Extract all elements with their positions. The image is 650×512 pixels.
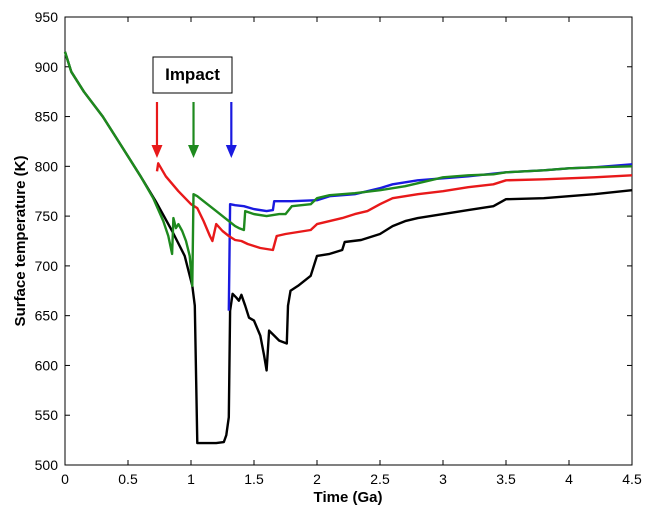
x-tick-label: 4.5 (622, 471, 642, 487)
y-axis-label: Surface temperature (K) (12, 156, 29, 327)
y-tick-label: 600 (35, 357, 59, 373)
y-tick-label: 900 (35, 59, 59, 75)
x-tick-label: 3 (439, 471, 447, 487)
impact-label: Impact (165, 65, 220, 84)
y-tick-label: 750 (35, 208, 59, 224)
impact-arrow-red-head (151, 145, 163, 158)
x-tick-label: 0 (61, 471, 69, 487)
y-tick-label: 800 (35, 158, 59, 174)
x-tick-labels: 0 0.5 1 1.5 2 2.5 3 3.5 4 4.5 (61, 471, 642, 487)
series-green-line (63, 51, 633, 287)
impact-arrow-blue-head (225, 145, 237, 158)
x-tick-label: 2 (313, 471, 321, 487)
series-black-line (63, 51, 633, 445)
y-tick-label: 700 (35, 258, 59, 274)
x-axis-label: Time (Ga) (314, 489, 383, 506)
x-tick-label: 2.5 (370, 471, 390, 487)
x-tick-label: 1.5 (244, 471, 264, 487)
y-tick-label: 500 (35, 457, 59, 473)
x-tick-label: 1 (187, 471, 195, 487)
x-tick-label: 4 (565, 471, 573, 487)
series-red-line (155, 162, 633, 252)
y-tick-label: 950 (35, 9, 59, 25)
impact-annotation: Impact (151, 56, 237, 158)
x-tick-label: 3.5 (496, 471, 516, 487)
y-tick-label: 550 (35, 407, 59, 423)
impact-label-box (152, 56, 233, 94)
impact-arrow-green-head (188, 145, 200, 158)
y-tick-labels: 500 550 600 650 700 750 800 850 900 950 (35, 9, 59, 473)
y-tick-label: 850 (35, 109, 59, 125)
x-tick-label: 0.5 (118, 471, 138, 487)
y-tick-label: 650 (35, 308, 59, 324)
data-series (63, 51, 633, 445)
